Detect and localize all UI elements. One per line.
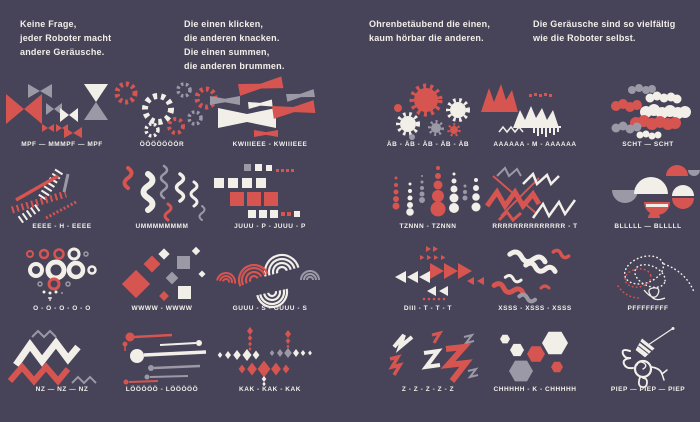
grid-cell: JUUU - P - JUUU - P xyxy=(210,164,330,236)
intro-line: Die Geräusche sind so vielfältig xyxy=(533,19,676,29)
grid-cell: ÄB - ÄB - ÄB - ÄB - ÄB xyxy=(368,82,488,154)
grid-cell: SCHT — SCHT xyxy=(588,82,700,154)
arrows-icon xyxy=(395,246,484,301)
sound-caption: MPF — MMMPF — MPF xyxy=(21,141,103,148)
scribbles-icon xyxy=(484,166,577,223)
sound-caption: BLLLLL — BLLLLL xyxy=(614,223,682,230)
sound-caption: ÖÖÖÖÖÖÖR xyxy=(139,141,185,148)
grid-cell: Z - Z - Z - Z - Z xyxy=(368,327,488,399)
grid-cell: RRRRRRRRRRRRRR - T xyxy=(475,164,595,236)
grid-cell: ÖÖÖÖÖÖÖR xyxy=(102,81,222,154)
burst-rings-icon xyxy=(114,81,218,138)
sound-caption: XSSS - XSSS - XSSS xyxy=(498,305,572,312)
sound-caption: RRRRRRRRRRRRRR - T xyxy=(492,223,578,230)
grid-cell: XSSS - XSSS - XSSS xyxy=(475,246,595,318)
clouds-icon xyxy=(611,84,691,140)
grid-cell: EEEE - H - EEEE xyxy=(2,164,122,236)
grid-cell: UMMMMMMMM xyxy=(102,164,222,236)
sound-caption: GUUU - S - GUUU - S xyxy=(232,305,308,312)
diamond-chains-icon xyxy=(217,327,312,387)
grid-cell: O - O - O - O - O xyxy=(2,246,122,318)
grid-cell: NZ — NZ — NZ xyxy=(2,327,122,399)
dotted-loops-icon xyxy=(617,255,695,301)
sound-caption: JUUU - P - JUUU - P xyxy=(234,223,306,230)
intro-text-2: Die einen klicken, die anderen knacken. … xyxy=(184,17,285,73)
grid-cell: KWIIIEEE - KWIIIEEE xyxy=(210,76,330,154)
intro-line: Ohrenbetäubend die einen, xyxy=(369,19,491,29)
half-circles-icon xyxy=(612,165,700,218)
sound-caption: LÖÖÖÖÖ - LÖÖÖÖÖ xyxy=(125,386,199,393)
grid-cell: KAK - KAK - KAK xyxy=(210,327,330,399)
robot-icon xyxy=(621,327,675,389)
grid-cell: WWWW - WWWW xyxy=(102,246,222,318)
sound-caption: DIII - T - T - T xyxy=(403,305,453,312)
sound-caption: NZ — NZ — NZ xyxy=(35,386,89,393)
intro-line: kaum hörbar die anderen. xyxy=(369,33,484,43)
intro-line: wie die Roboter selbst. xyxy=(533,33,636,43)
intro-line: die anderen brummen. xyxy=(184,61,285,71)
intro-line: die anderen knacken. xyxy=(184,33,280,43)
sound-caption: EEEE - H - EEEE xyxy=(32,223,92,230)
intro-line: Die einen klicken, xyxy=(184,19,264,29)
grid-cell: TZNNN - TZNNN xyxy=(368,164,488,236)
intro-line: Keine Frage, xyxy=(20,19,77,29)
peaks-icon xyxy=(481,84,561,137)
sound-caption: PFFFFFFFF xyxy=(627,305,669,312)
hexagons-icon xyxy=(500,331,568,382)
pin-lines-icon xyxy=(122,332,207,385)
intro-line: andere Geräusche. xyxy=(20,47,105,57)
intro-text-4: Die Geräusche sind so vielfältig wie die… xyxy=(533,17,675,45)
ribbon-bowties-icon xyxy=(210,76,316,137)
grid-cell: DIII - T - T - T xyxy=(368,246,488,318)
diamonds-icon xyxy=(121,246,206,301)
sound-caption: Z - Z - Z - Z - Z xyxy=(401,386,455,393)
grid-cell: AAAAAA - M - AAAAAA xyxy=(475,82,595,154)
grid-cell: GUUU - S - GUUU - S xyxy=(210,246,330,318)
dot-columns-icon xyxy=(392,166,481,217)
sound-caption: CHHHHH - K - CHHHHH xyxy=(493,386,577,393)
sound-caption: UMMMMMMMM xyxy=(135,223,189,230)
zigzag-lines-icon xyxy=(7,329,97,386)
squiggles-icon xyxy=(122,164,206,222)
grid-cell: PIEP — PIEP — PIEP xyxy=(588,327,700,399)
sound-caption: WWWW - WWWW xyxy=(131,305,193,312)
grid-cell: MPF — MMMPF — MPF xyxy=(2,82,122,154)
sound-caption: AAAAAA - M - AAAAAA xyxy=(493,141,577,148)
square-rows-icon xyxy=(214,164,300,218)
sound-caption: ÄB - ÄB - ÄB - ÄB - ÄB xyxy=(386,141,470,148)
grid-cell: LÖÖÖÖÖ - LÖÖÖÖÖ xyxy=(102,327,222,399)
sound-caption: O - O - O - O - O xyxy=(33,305,91,312)
bowties-icon xyxy=(6,84,108,138)
sound-caption: SCHT — SCHT xyxy=(622,141,674,148)
sound-caption: PIEP — PIEP — PIEP xyxy=(610,386,686,393)
sound-caption: KAK - KAK - KAK xyxy=(238,386,302,393)
spiky-blobs-icon xyxy=(394,83,470,140)
sound-caption: TZNNN - TZNNN xyxy=(399,223,457,230)
grid-cell: PFFFFFFFF xyxy=(588,246,700,318)
rings-icon xyxy=(26,247,97,301)
arcs-icon xyxy=(216,253,320,309)
grid-cell: BLLLLL — BLLLLL xyxy=(588,164,700,236)
waves-icon xyxy=(491,248,571,304)
hatch-lines-icon xyxy=(11,167,77,224)
intro-text-1: Keine Frage, jeder Roboter macht andere … xyxy=(20,17,111,59)
intro-line: Die einen summen, xyxy=(184,47,270,57)
intro-text-3: Ohrenbetäubend die einen, kaum hörbar di… xyxy=(369,17,490,45)
grid-cell: CHHHHH - K - CHHHHH xyxy=(475,327,595,399)
sound-caption: KWIIIEEE - KWIIIEEE xyxy=(232,141,308,148)
bolts-icon xyxy=(388,330,479,383)
intro-line: jeder Roboter macht xyxy=(20,33,112,43)
